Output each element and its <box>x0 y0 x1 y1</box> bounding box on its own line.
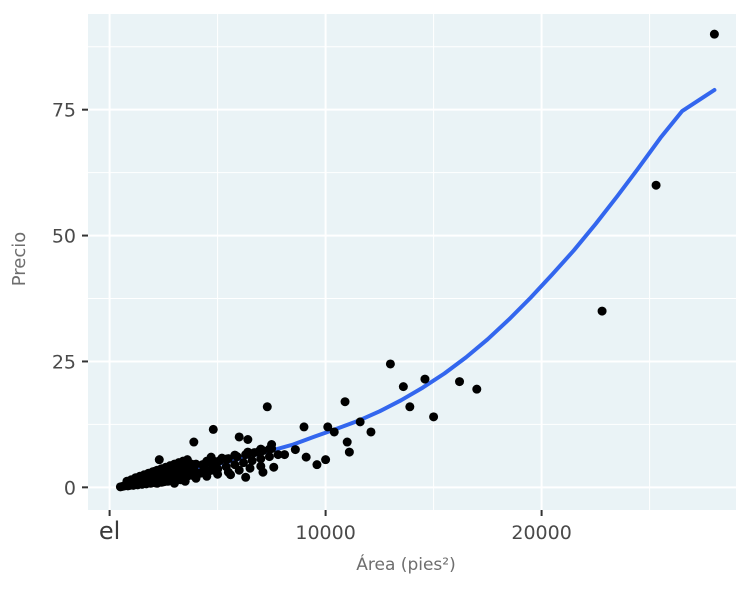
x-tick-label: 10000 <box>295 522 355 544</box>
plot-panel <box>88 14 736 510</box>
data-points <box>115 29 719 492</box>
data-point <box>256 454 266 464</box>
data-point <box>234 465 244 475</box>
data-point <box>189 437 199 447</box>
data-point <box>280 450 290 460</box>
data-point <box>385 359 395 369</box>
grid-lines <box>88 14 736 510</box>
data-point <box>180 476 190 486</box>
y-tick-label: 50 <box>52 226 76 248</box>
data-point <box>189 465 199 475</box>
data-point <box>429 412 439 422</box>
data-point <box>299 422 309 432</box>
data-point <box>169 478 179 488</box>
data-point <box>191 473 201 483</box>
data-point <box>200 459 210 469</box>
data-point <box>143 472 153 482</box>
data-point <box>264 452 274 462</box>
data-point <box>243 449 253 459</box>
data-point <box>455 377 465 387</box>
data-point <box>167 467 177 477</box>
data-point <box>176 460 186 470</box>
data-point <box>597 306 607 316</box>
y-tick-label: 0 <box>64 477 76 499</box>
y-axis-title: Precio <box>9 232 30 287</box>
data-point <box>472 384 482 394</box>
data-point <box>221 454 231 464</box>
data-point <box>241 472 251 482</box>
data-point <box>234 432 244 442</box>
data-point <box>245 463 255 473</box>
data-point <box>273 450 283 460</box>
data-point <box>152 478 162 488</box>
data-point <box>208 424 218 434</box>
data-point <box>254 447 264 457</box>
data-point <box>267 440 277 450</box>
data-point <box>243 435 253 445</box>
data-point <box>366 427 376 437</box>
data-point <box>405 402 415 412</box>
axes: el 10000 20000 0 25 50 75 <box>52 100 572 545</box>
data-point <box>202 471 212 481</box>
data-point <box>239 458 249 468</box>
x-tick-label: 20000 <box>511 522 571 544</box>
data-point <box>321 455 331 465</box>
data-point <box>301 452 311 462</box>
data-point <box>398 382 408 392</box>
x-axis-title: Área (pies²) <box>356 553 455 575</box>
data-point <box>262 402 272 412</box>
data-point <box>269 462 279 472</box>
data-point <box>329 427 339 437</box>
data-point <box>256 461 266 471</box>
x-tick-label: el <box>99 517 120 545</box>
data-point <box>223 467 233 477</box>
data-point <box>340 397 350 407</box>
data-point <box>213 469 223 479</box>
data-point <box>161 476 171 486</box>
data-point <box>323 422 333 432</box>
data-point <box>420 374 430 384</box>
data-point <box>342 437 352 447</box>
data-point <box>154 455 164 465</box>
data-point <box>247 456 257 466</box>
data-point <box>206 452 216 462</box>
data-point <box>709 29 719 39</box>
y-tick-label: 25 <box>52 351 76 373</box>
data-point <box>651 180 661 190</box>
data-point <box>290 445 300 455</box>
data-point <box>232 452 242 462</box>
data-point <box>312 460 322 470</box>
data-point <box>344 447 354 457</box>
y-tick-label: 75 <box>52 100 76 122</box>
data-point <box>355 417 365 427</box>
data-point <box>156 469 166 479</box>
